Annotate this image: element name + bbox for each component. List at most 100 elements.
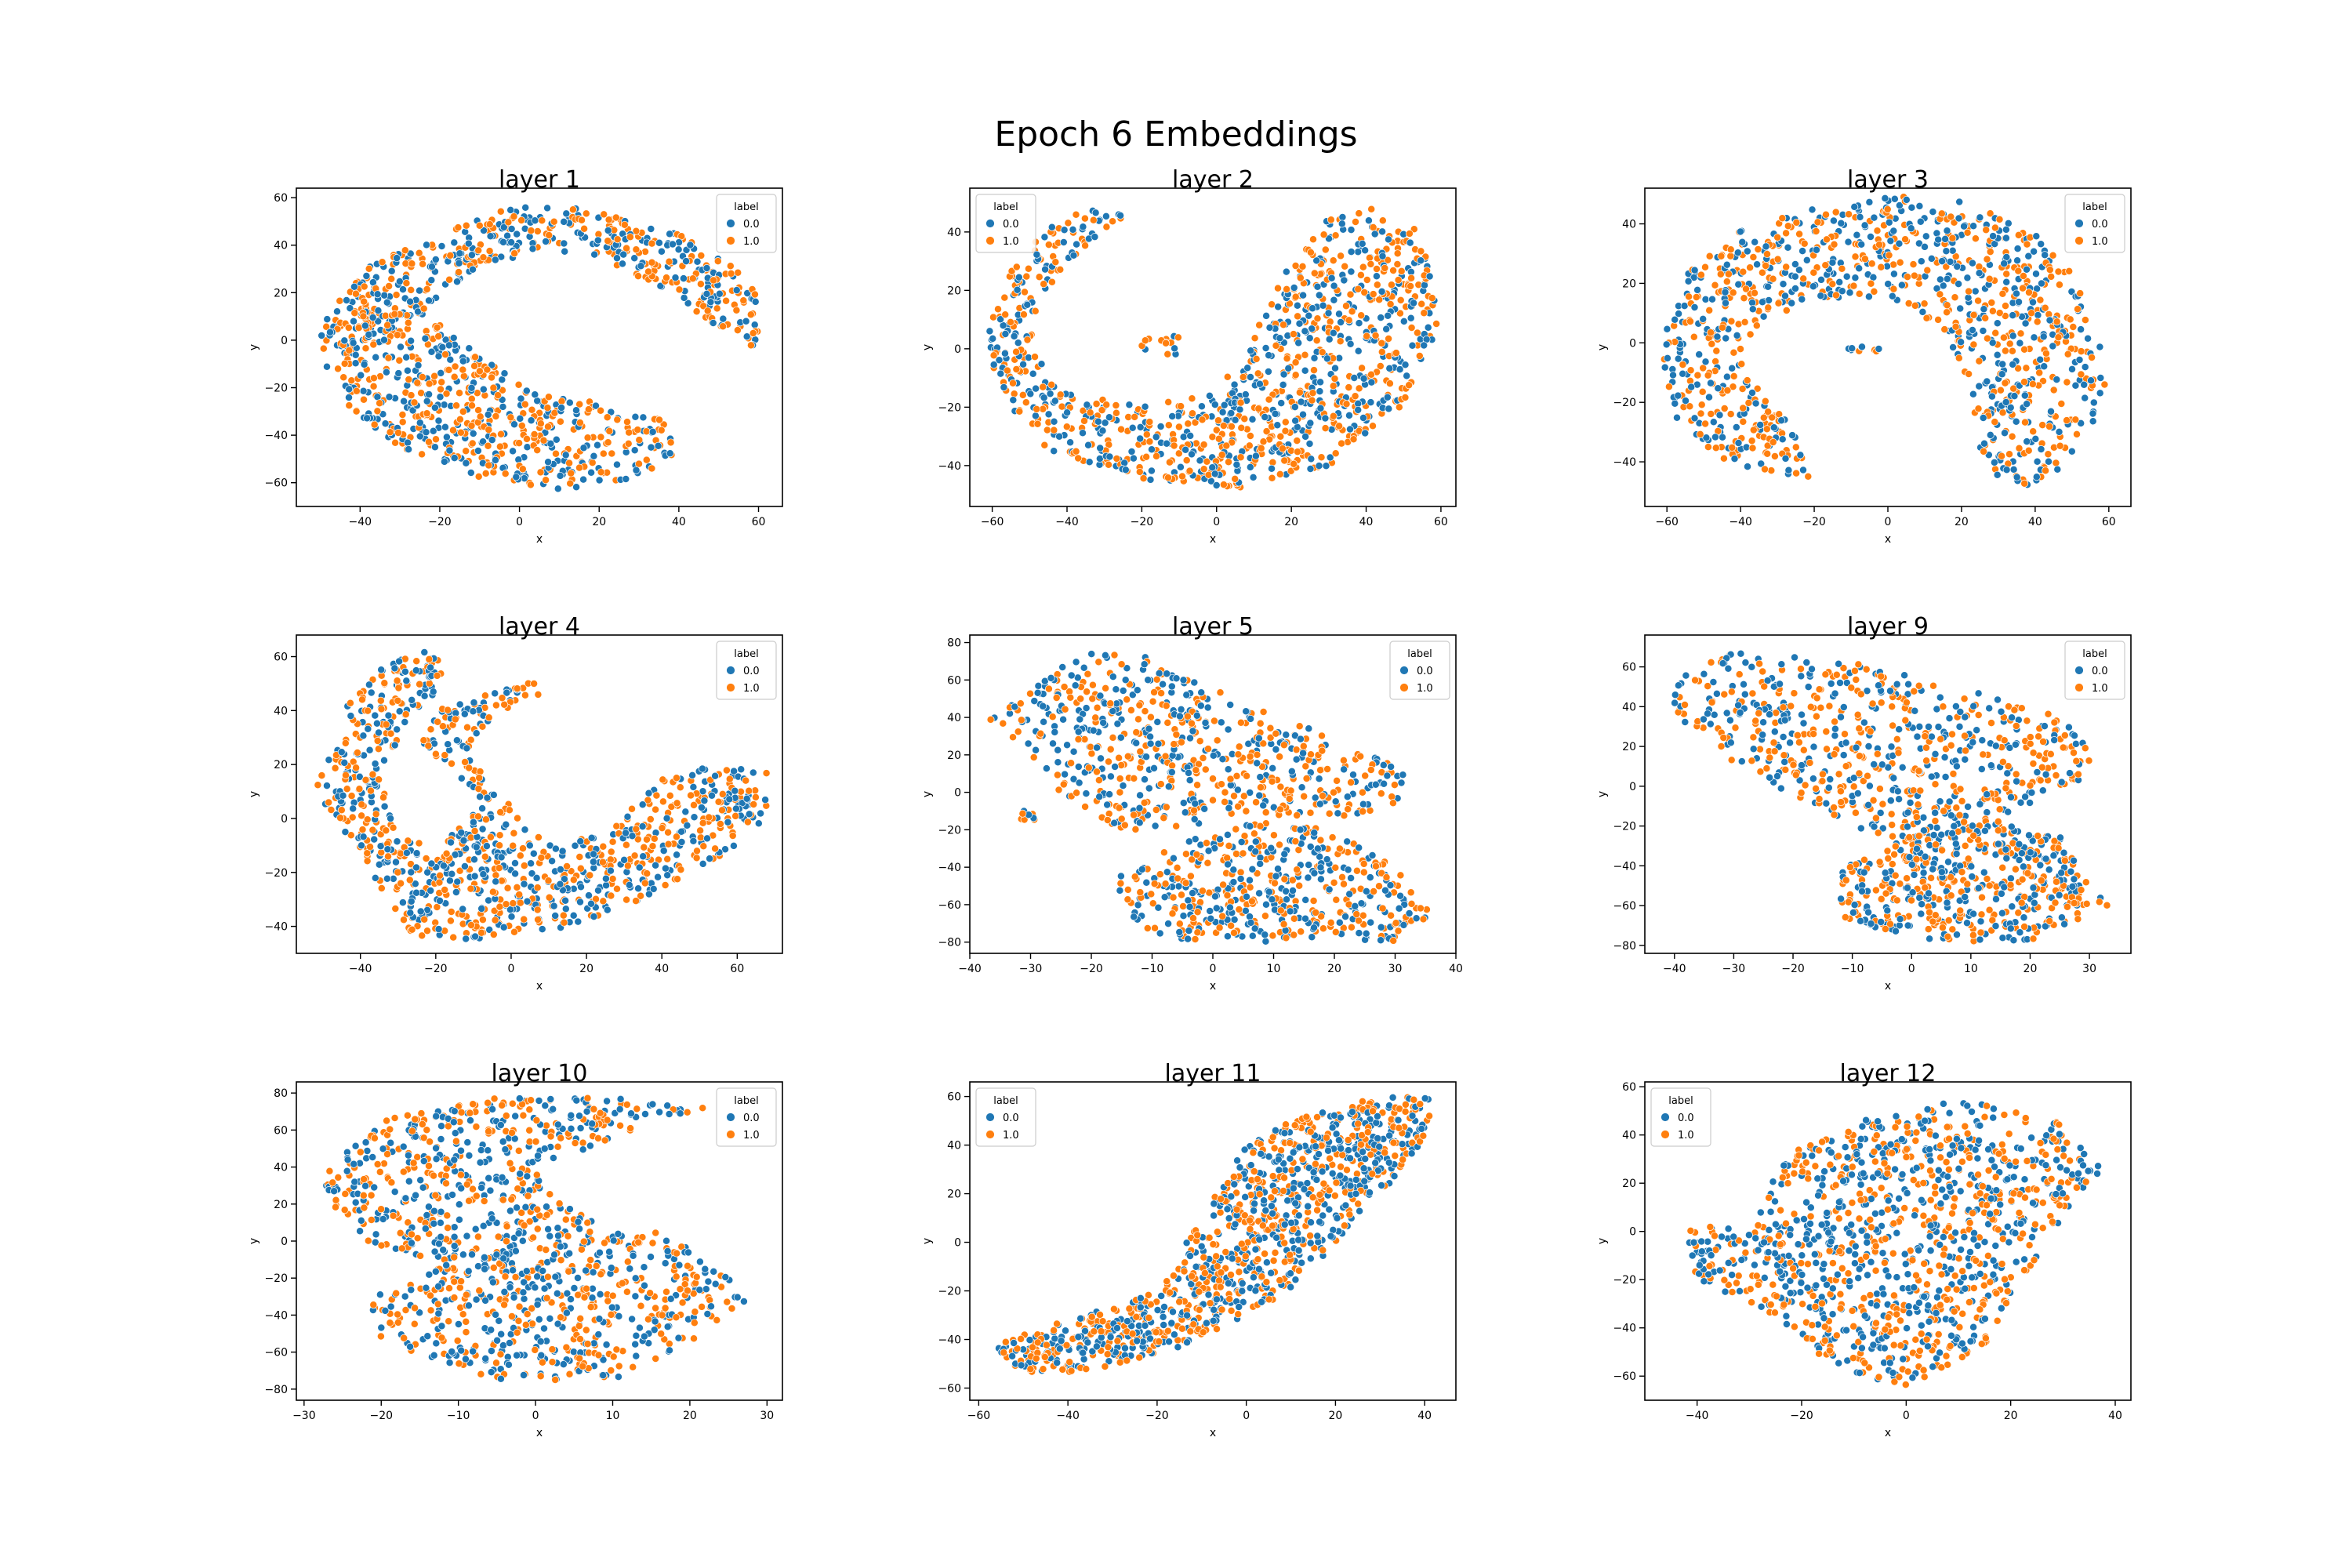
point-label-0	[345, 394, 353, 401]
point-label-0	[1346, 425, 1354, 434]
point-label-0	[1918, 307, 1927, 316]
point-label-0	[625, 880, 633, 889]
point-label-1	[1716, 270, 1725, 278]
point-label-0	[1123, 664, 1131, 673]
point-label-0	[639, 852, 648, 861]
point-label-0	[731, 786, 739, 795]
point-label-1	[1743, 376, 1751, 385]
point-label-1	[1388, 793, 1396, 801]
point-label-1	[662, 274, 670, 282]
point-label-1	[1359, 263, 1367, 271]
point-label-0	[1069, 225, 1077, 234]
point-label-1	[2014, 230, 2023, 239]
legend-marker	[726, 219, 735, 228]
point-label-1	[1375, 882, 1383, 891]
point-label-1	[1782, 307, 1791, 314]
point-label-0	[523, 443, 532, 452]
point-label-0	[375, 860, 383, 869]
point-label-1	[2073, 430, 2081, 438]
point-label-1	[989, 313, 997, 321]
point-label-1	[1188, 394, 1196, 403]
point-label-1	[2024, 446, 2033, 455]
point-label-0	[1261, 413, 1269, 421]
point-label-1	[1044, 241, 1053, 249]
point-label-0	[593, 441, 601, 449]
point-label-0	[346, 304, 354, 313]
point-label-0	[638, 800, 647, 809]
point-label-0	[1682, 397, 1690, 405]
point-label-1	[534, 690, 543, 699]
point-label-0	[1421, 281, 1428, 289]
point-label-1	[2002, 302, 2009, 310]
point-label-0	[1046, 390, 1054, 398]
point-label-1	[1102, 401, 1111, 409]
point-label-1	[467, 394, 476, 403]
x-tick-label: 20	[1284, 516, 1298, 528]
point-label-1	[1845, 210, 1853, 219]
point-label-0	[1762, 242, 1770, 251]
point-label-1	[1975, 357, 1984, 365]
point-label-0	[1188, 450, 1196, 459]
point-label-1	[1896, 258, 1904, 267]
point-label-0	[607, 408, 615, 416]
point-label-0	[1340, 765, 1348, 774]
legend-marker	[2074, 219, 2084, 228]
point-label-0	[1399, 317, 1408, 325]
point-label-0	[644, 789, 653, 797]
point-label-0	[467, 251, 476, 260]
panel-title: layer 5	[1172, 613, 1254, 641]
point-label-1	[470, 827, 479, 835]
point-label-1	[1664, 383, 1673, 391]
point-label-1	[352, 764, 361, 772]
point-label-0	[750, 321, 759, 329]
point-label-1	[513, 684, 521, 693]
point-label-0	[1798, 247, 1807, 256]
point-label-0	[1268, 464, 1276, 473]
point-label-1	[2002, 270, 2011, 278]
point-label-0	[479, 385, 488, 394]
point-label-0	[1934, 235, 1943, 244]
point-label-0	[1040, 717, 1048, 726]
point-label-1	[1259, 708, 1268, 716]
point-label-1	[434, 332, 443, 340]
point-label-1	[2066, 315, 2074, 324]
point-label-1	[1739, 404, 1748, 412]
point-label-1	[603, 413, 612, 422]
point-label-0	[445, 341, 453, 350]
point-label-1	[1331, 449, 1340, 458]
point-label-1	[435, 878, 444, 887]
point-label-1	[1809, 268, 1818, 277]
point-label-0	[1109, 707, 1117, 715]
point-label-0	[1345, 411, 1353, 419]
point-label-1	[1210, 717, 1218, 725]
point-label-1	[568, 205, 577, 214]
point-label-1	[1344, 805, 1352, 814]
point-label-0	[1713, 332, 1722, 341]
point-label-0	[1168, 751, 1177, 760]
point-label-0	[1080, 663, 1088, 672]
point-label-1	[1117, 761, 1126, 769]
point-label-0	[1146, 739, 1155, 748]
point-label-1	[2047, 272, 2056, 281]
point-label-1	[2069, 323, 2078, 331]
point-label-1	[1325, 809, 1334, 818]
y-tick-label: −20	[264, 867, 288, 880]
point-label-0	[656, 281, 665, 290]
point-label-1	[445, 275, 454, 284]
point-label-1	[1729, 383, 1737, 391]
point-label-1	[1338, 439, 1346, 448]
point-label-0	[1687, 383, 1696, 391]
point-label-1	[1083, 688, 1091, 696]
point-label-1	[1346, 290, 1355, 299]
point-label-1	[494, 391, 503, 400]
point-label-1	[373, 737, 382, 745]
point-label-1	[492, 412, 500, 420]
point-label-1	[1058, 402, 1066, 411]
point-label-1	[1685, 292, 1693, 301]
point-label-1	[1230, 792, 1238, 800]
point-label-0	[1848, 344, 1857, 353]
point-label-1	[1061, 705, 1069, 713]
point-label-1	[1739, 267, 1748, 276]
point-label-1	[1410, 225, 1418, 234]
point-label-0	[2020, 391, 2029, 400]
